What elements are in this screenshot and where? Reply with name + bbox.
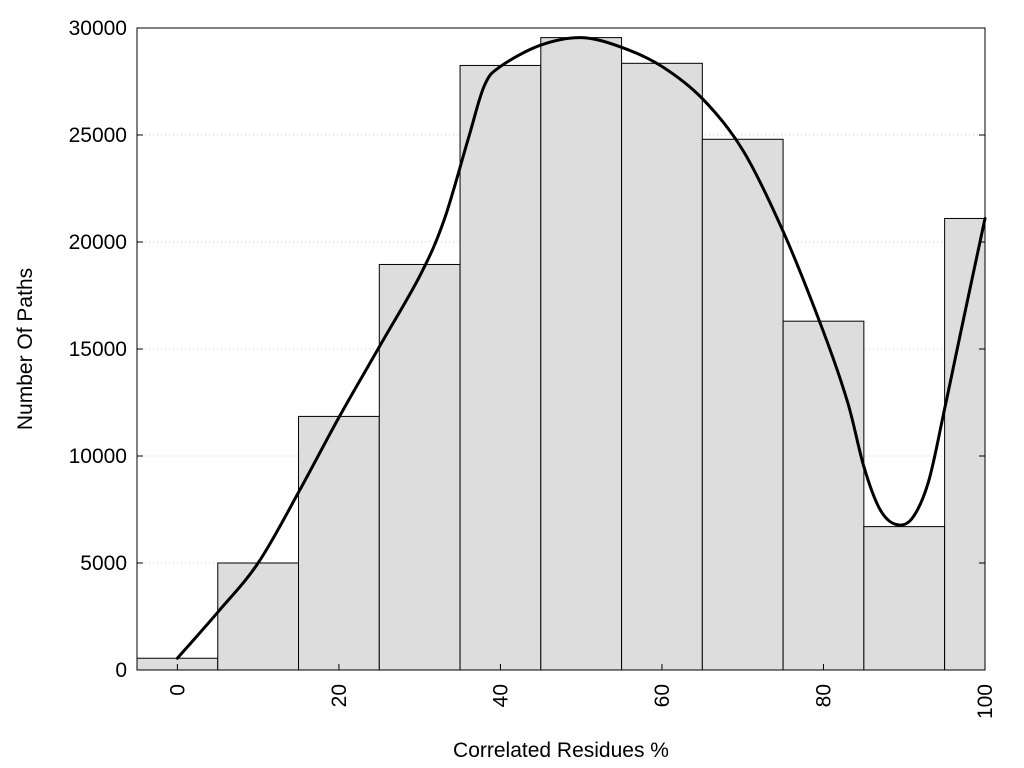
bars	[136, 37, 986, 671]
bar	[378, 263, 461, 671]
y-tick-label: 5000	[80, 552, 127, 575]
x-tick-label: 0	[166, 684, 189, 696]
y-tick-label: 15000	[69, 338, 127, 361]
bar	[701, 138, 784, 671]
y-tick-label: 20000	[69, 231, 127, 254]
smoothed-curve-layer	[175, 36, 987, 660]
bar	[540, 37, 623, 671]
x-axis-ticks: 0 20 40 60 80 100	[166, 664, 997, 719]
bar	[944, 217, 986, 671]
bar	[621, 62, 703, 671]
bar	[459, 64, 542, 671]
y-axis-ticks: 0 5000 10000 15000 20000 25000 30000	[69, 17, 985, 682]
y-tick-label: 10000	[69, 445, 127, 468]
x-tick-label: 40	[489, 684, 512, 707]
bar	[298, 415, 380, 671]
x-tick-label: 80	[812, 684, 835, 707]
x-tick-label: 20	[328, 684, 351, 707]
bar	[217, 562, 300, 671]
y-tick-label: 25000	[69, 124, 127, 147]
smoothed-curve	[175, 36, 987, 660]
x-tick-label: 60	[651, 684, 674, 707]
y-tick-label: 30000	[69, 17, 127, 40]
bar	[863, 526, 946, 671]
bar	[782, 320, 865, 671]
x-tick-label: 100	[974, 684, 997, 719]
y-axis-label: Number Of Paths	[14, 268, 37, 430]
x-axis-label: Correlated Residues %	[453, 739, 669, 762]
y-tick-label: 0	[115, 659, 127, 682]
